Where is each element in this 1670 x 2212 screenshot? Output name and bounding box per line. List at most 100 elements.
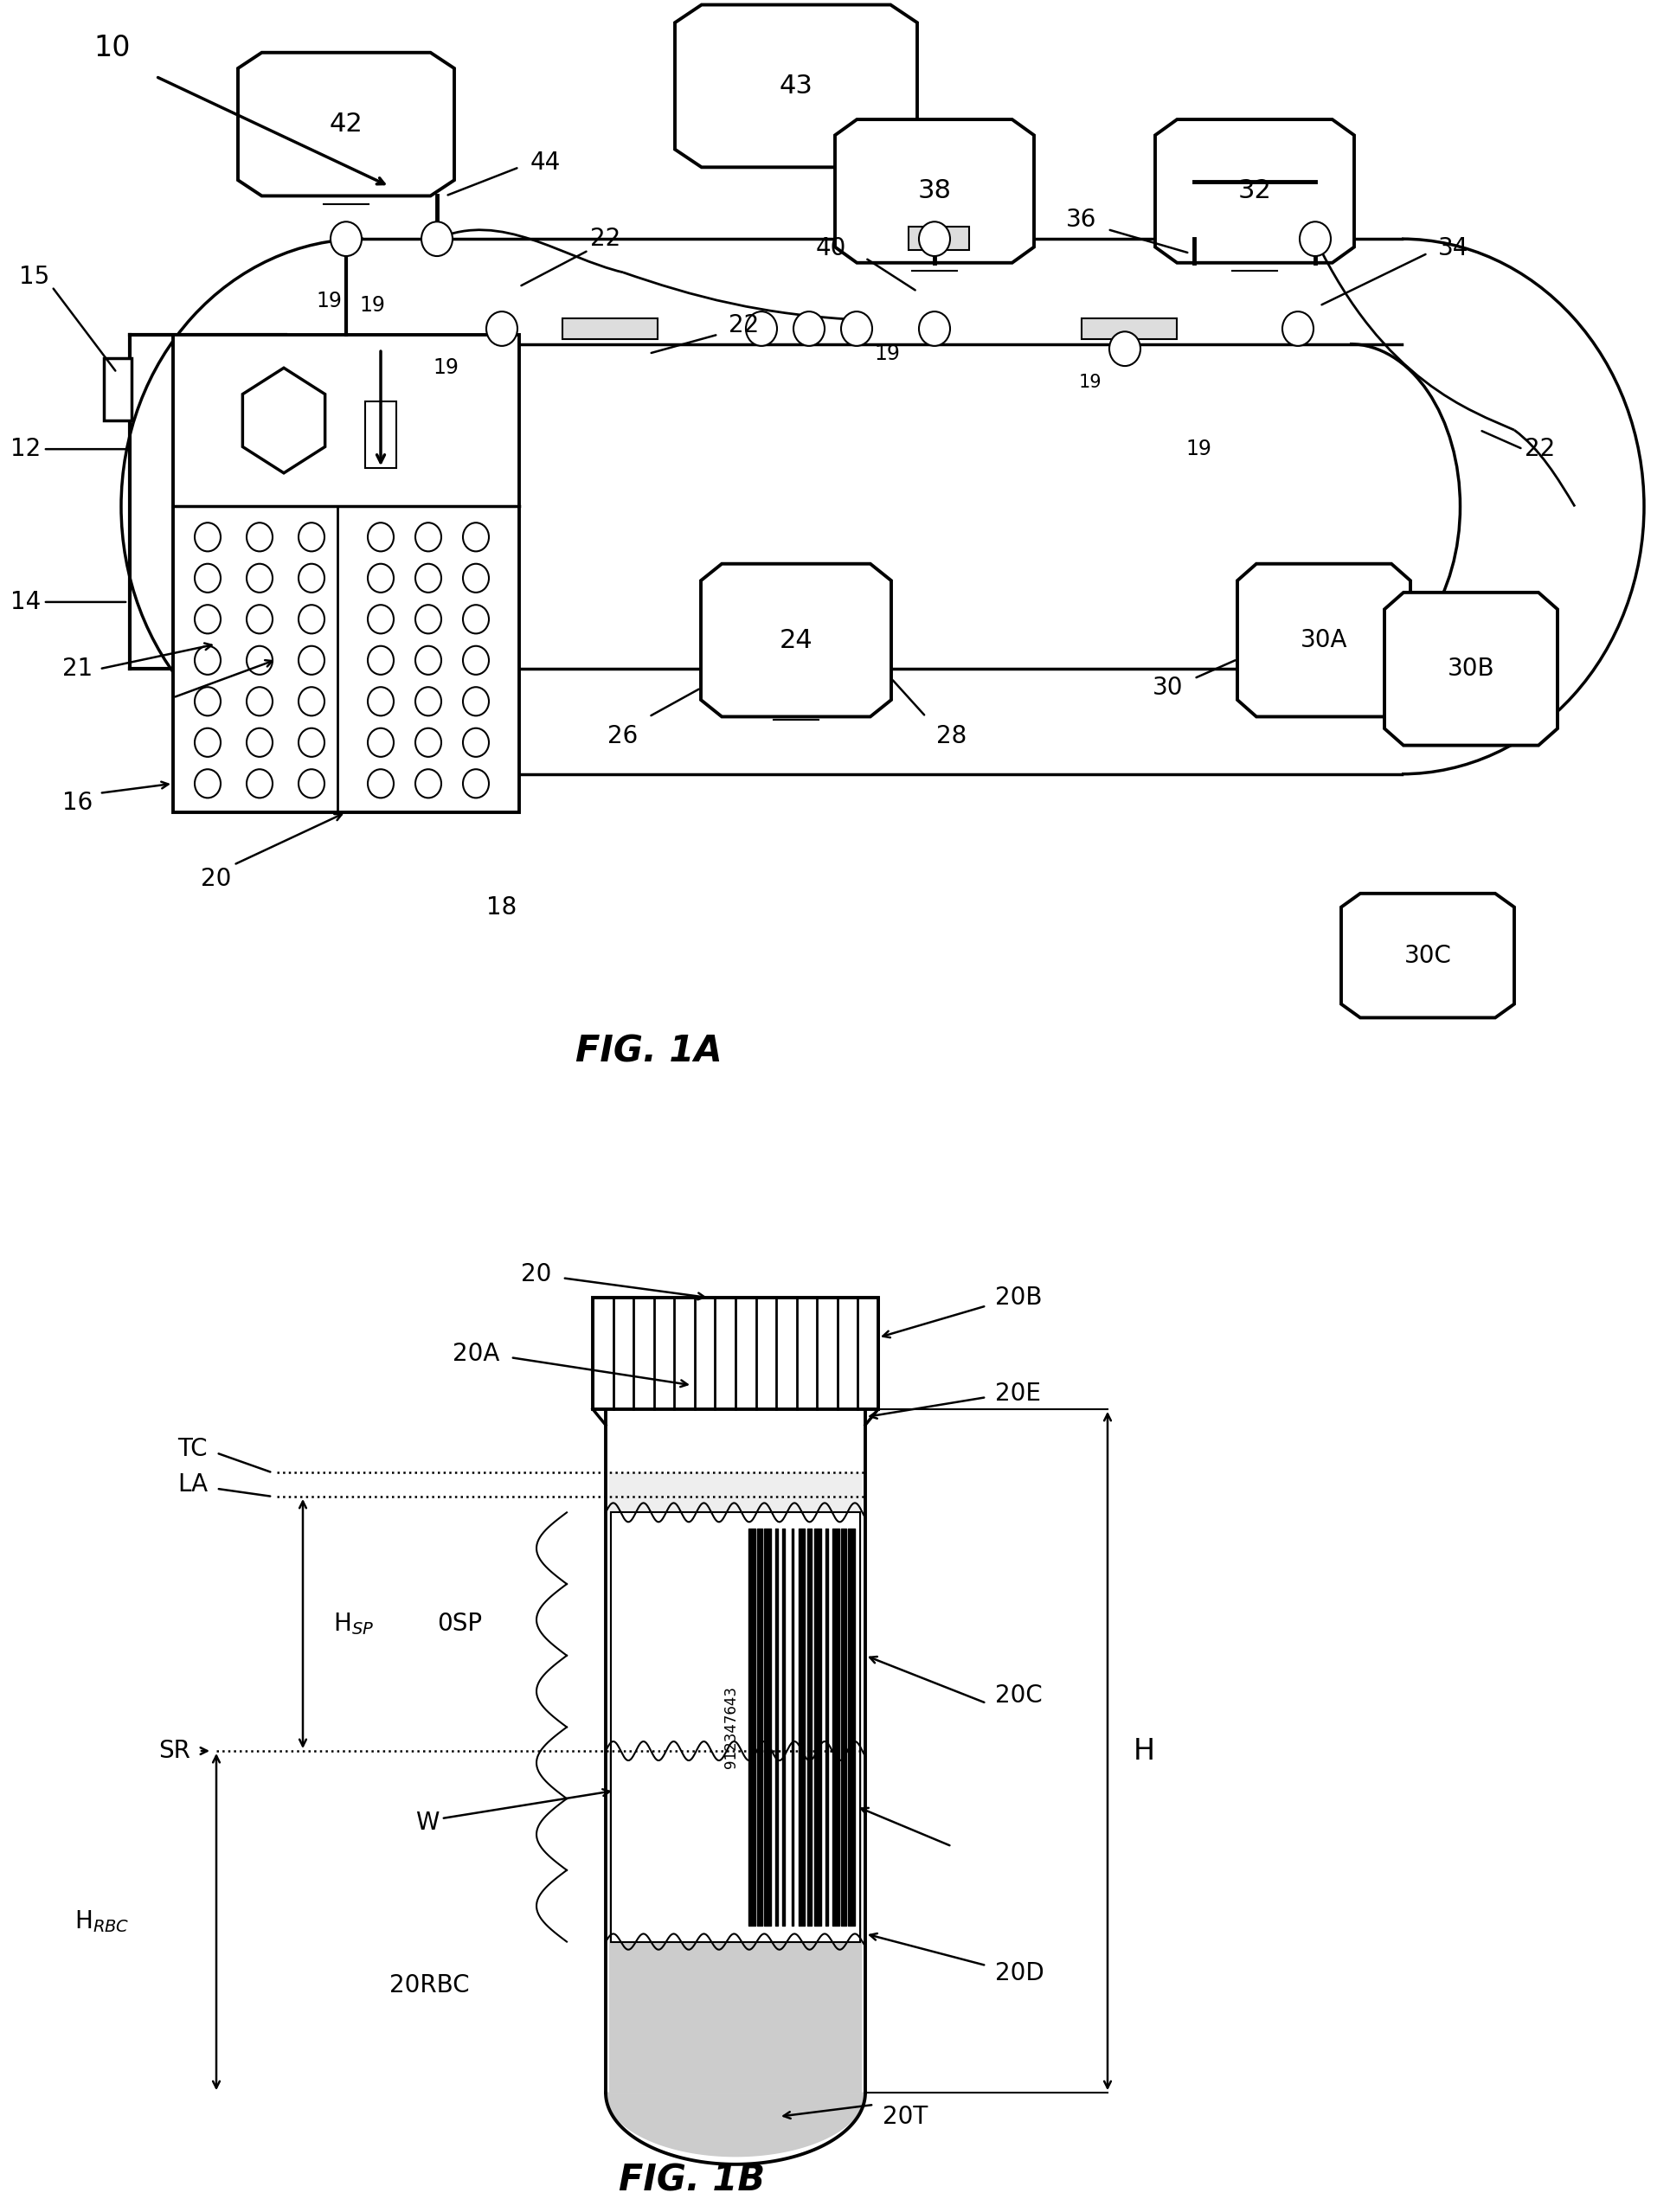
Circle shape (463, 522, 489, 551)
Circle shape (421, 221, 453, 257)
Text: 19: 19 (1186, 438, 1211, 460)
Circle shape (367, 564, 394, 593)
Text: 24: 24 (780, 628, 813, 653)
Text: 30A: 30A (1301, 628, 1348, 653)
Circle shape (1109, 332, 1141, 365)
Text: H$_{SP}$: H$_{SP}$ (332, 1610, 374, 1637)
Text: H: H (1134, 1736, 1156, 1765)
Circle shape (367, 646, 394, 675)
Circle shape (463, 728, 489, 757)
Text: 20: 20 (200, 867, 232, 891)
Text: 32: 32 (1237, 179, 1271, 204)
Polygon shape (242, 367, 326, 473)
FancyBboxPatch shape (563, 319, 658, 338)
Circle shape (463, 688, 489, 717)
Text: 44: 44 (529, 150, 561, 175)
Circle shape (416, 646, 441, 675)
FancyBboxPatch shape (1082, 319, 1177, 338)
Circle shape (195, 604, 220, 633)
Circle shape (299, 522, 324, 551)
FancyBboxPatch shape (611, 1513, 860, 1942)
Polygon shape (1384, 593, 1558, 745)
Circle shape (486, 312, 518, 345)
Circle shape (367, 688, 394, 717)
Polygon shape (1237, 564, 1411, 717)
Text: 19: 19 (433, 358, 459, 378)
Text: 36: 36 (1067, 208, 1097, 232)
Circle shape (247, 728, 272, 757)
Text: 20: 20 (521, 1261, 551, 1285)
Text: 20A: 20A (453, 1340, 499, 1365)
Text: 30: 30 (1152, 677, 1184, 701)
Circle shape (247, 688, 272, 717)
Circle shape (195, 728, 220, 757)
Text: H$_{RBC}$: H$_{RBC}$ (75, 1909, 130, 1936)
Circle shape (367, 770, 394, 799)
FancyBboxPatch shape (610, 1473, 862, 1752)
Circle shape (331, 221, 362, 257)
Polygon shape (1156, 119, 1354, 263)
Text: 20B: 20B (995, 1285, 1042, 1310)
FancyBboxPatch shape (366, 400, 396, 469)
Circle shape (918, 312, 950, 345)
Text: 20E: 20E (995, 1380, 1040, 1405)
Text: 40: 40 (815, 237, 847, 261)
Circle shape (416, 604, 441, 633)
Text: 12: 12 (10, 438, 42, 462)
Circle shape (463, 770, 489, 799)
Text: 26: 26 (608, 723, 638, 748)
Text: 19: 19 (873, 343, 900, 365)
Circle shape (1283, 312, 1314, 345)
Text: 912347643: 912347643 (723, 1686, 738, 1767)
Circle shape (299, 564, 324, 593)
Circle shape (416, 688, 441, 717)
Circle shape (195, 564, 220, 593)
FancyBboxPatch shape (174, 334, 519, 812)
Circle shape (247, 646, 272, 675)
Circle shape (195, 688, 220, 717)
Text: 19: 19 (359, 296, 386, 316)
Text: 18: 18 (486, 896, 518, 920)
Text: 38: 38 (917, 179, 952, 204)
Circle shape (416, 770, 441, 799)
Text: 20T: 20T (882, 2104, 929, 2128)
Circle shape (463, 604, 489, 633)
Text: 22: 22 (591, 228, 621, 250)
Text: 16: 16 (63, 790, 94, 814)
Circle shape (195, 770, 220, 799)
Circle shape (367, 728, 394, 757)
Text: 19: 19 (316, 290, 342, 312)
Circle shape (416, 522, 441, 551)
Circle shape (299, 646, 324, 675)
Text: 14: 14 (10, 591, 42, 615)
Polygon shape (701, 564, 892, 717)
Text: 34: 34 (1438, 237, 1470, 261)
Circle shape (247, 522, 272, 551)
Circle shape (416, 728, 441, 757)
Text: 22: 22 (728, 312, 760, 336)
Text: 20RBC: 20RBC (389, 1973, 469, 1997)
Text: FIG. 1A: FIG. 1A (576, 1033, 723, 1068)
FancyBboxPatch shape (104, 358, 132, 420)
Text: W: W (416, 1809, 439, 1834)
Circle shape (247, 564, 272, 593)
FancyBboxPatch shape (908, 226, 969, 250)
Circle shape (195, 522, 220, 551)
FancyBboxPatch shape (610, 1752, 862, 2093)
Circle shape (793, 312, 825, 345)
Text: 10: 10 (94, 33, 130, 62)
Polygon shape (835, 119, 1034, 263)
Text: 21: 21 (63, 657, 94, 681)
Circle shape (299, 604, 324, 633)
Circle shape (842, 312, 872, 345)
Text: SR: SR (159, 1739, 190, 1763)
Polygon shape (237, 53, 454, 197)
Polygon shape (675, 4, 917, 168)
Circle shape (463, 646, 489, 675)
Text: 42: 42 (329, 111, 362, 137)
Text: FIG. 1B: FIG. 1B (620, 2161, 765, 2199)
Text: 30B: 30B (1448, 657, 1495, 681)
Polygon shape (1341, 894, 1515, 1018)
Circle shape (367, 604, 394, 633)
Circle shape (1299, 221, 1331, 257)
